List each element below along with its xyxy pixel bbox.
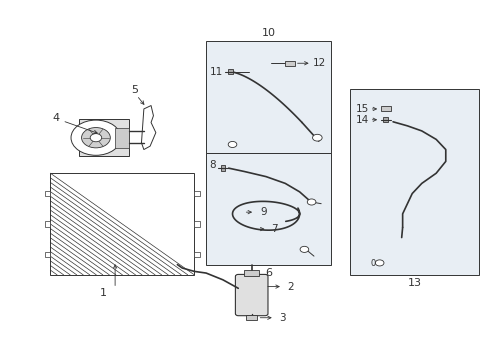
Circle shape xyxy=(375,260,383,266)
Bar xyxy=(380,107,390,112)
Text: 7: 7 xyxy=(271,224,278,234)
Bar xyxy=(194,252,200,257)
Bar xyxy=(244,270,259,276)
Text: 5: 5 xyxy=(130,85,138,95)
Text: 9: 9 xyxy=(260,207,266,217)
Text: 6: 6 xyxy=(264,268,271,278)
Circle shape xyxy=(306,199,315,205)
Bar xyxy=(227,69,232,75)
Bar xyxy=(349,89,478,275)
Text: 14: 14 xyxy=(356,115,369,125)
Bar xyxy=(44,221,50,227)
Bar xyxy=(220,166,225,171)
Text: 0: 0 xyxy=(369,260,375,269)
Bar xyxy=(206,153,330,265)
Text: 2: 2 xyxy=(287,282,294,292)
Circle shape xyxy=(300,246,308,252)
Bar xyxy=(383,117,387,122)
Bar xyxy=(115,127,129,148)
Bar xyxy=(79,119,129,156)
Bar xyxy=(206,41,330,153)
Circle shape xyxy=(81,127,110,148)
Bar xyxy=(50,173,194,275)
FancyBboxPatch shape xyxy=(235,274,267,316)
Text: 8: 8 xyxy=(209,161,215,170)
Text: 3: 3 xyxy=(279,313,285,323)
Bar xyxy=(246,315,256,320)
Text: 4: 4 xyxy=(53,113,60,123)
Circle shape xyxy=(71,120,121,155)
Circle shape xyxy=(228,141,236,148)
Text: 10: 10 xyxy=(261,28,275,38)
Text: 13: 13 xyxy=(407,278,421,288)
Bar xyxy=(194,221,200,227)
Text: 15: 15 xyxy=(356,104,369,114)
Bar xyxy=(194,191,200,196)
Bar xyxy=(285,61,294,66)
Text: 1: 1 xyxy=(100,288,106,298)
Circle shape xyxy=(90,134,102,142)
Bar xyxy=(44,252,50,257)
Text: 11: 11 xyxy=(210,67,223,77)
Bar xyxy=(44,191,50,196)
Circle shape xyxy=(312,134,322,141)
Text: 12: 12 xyxy=(312,58,325,68)
